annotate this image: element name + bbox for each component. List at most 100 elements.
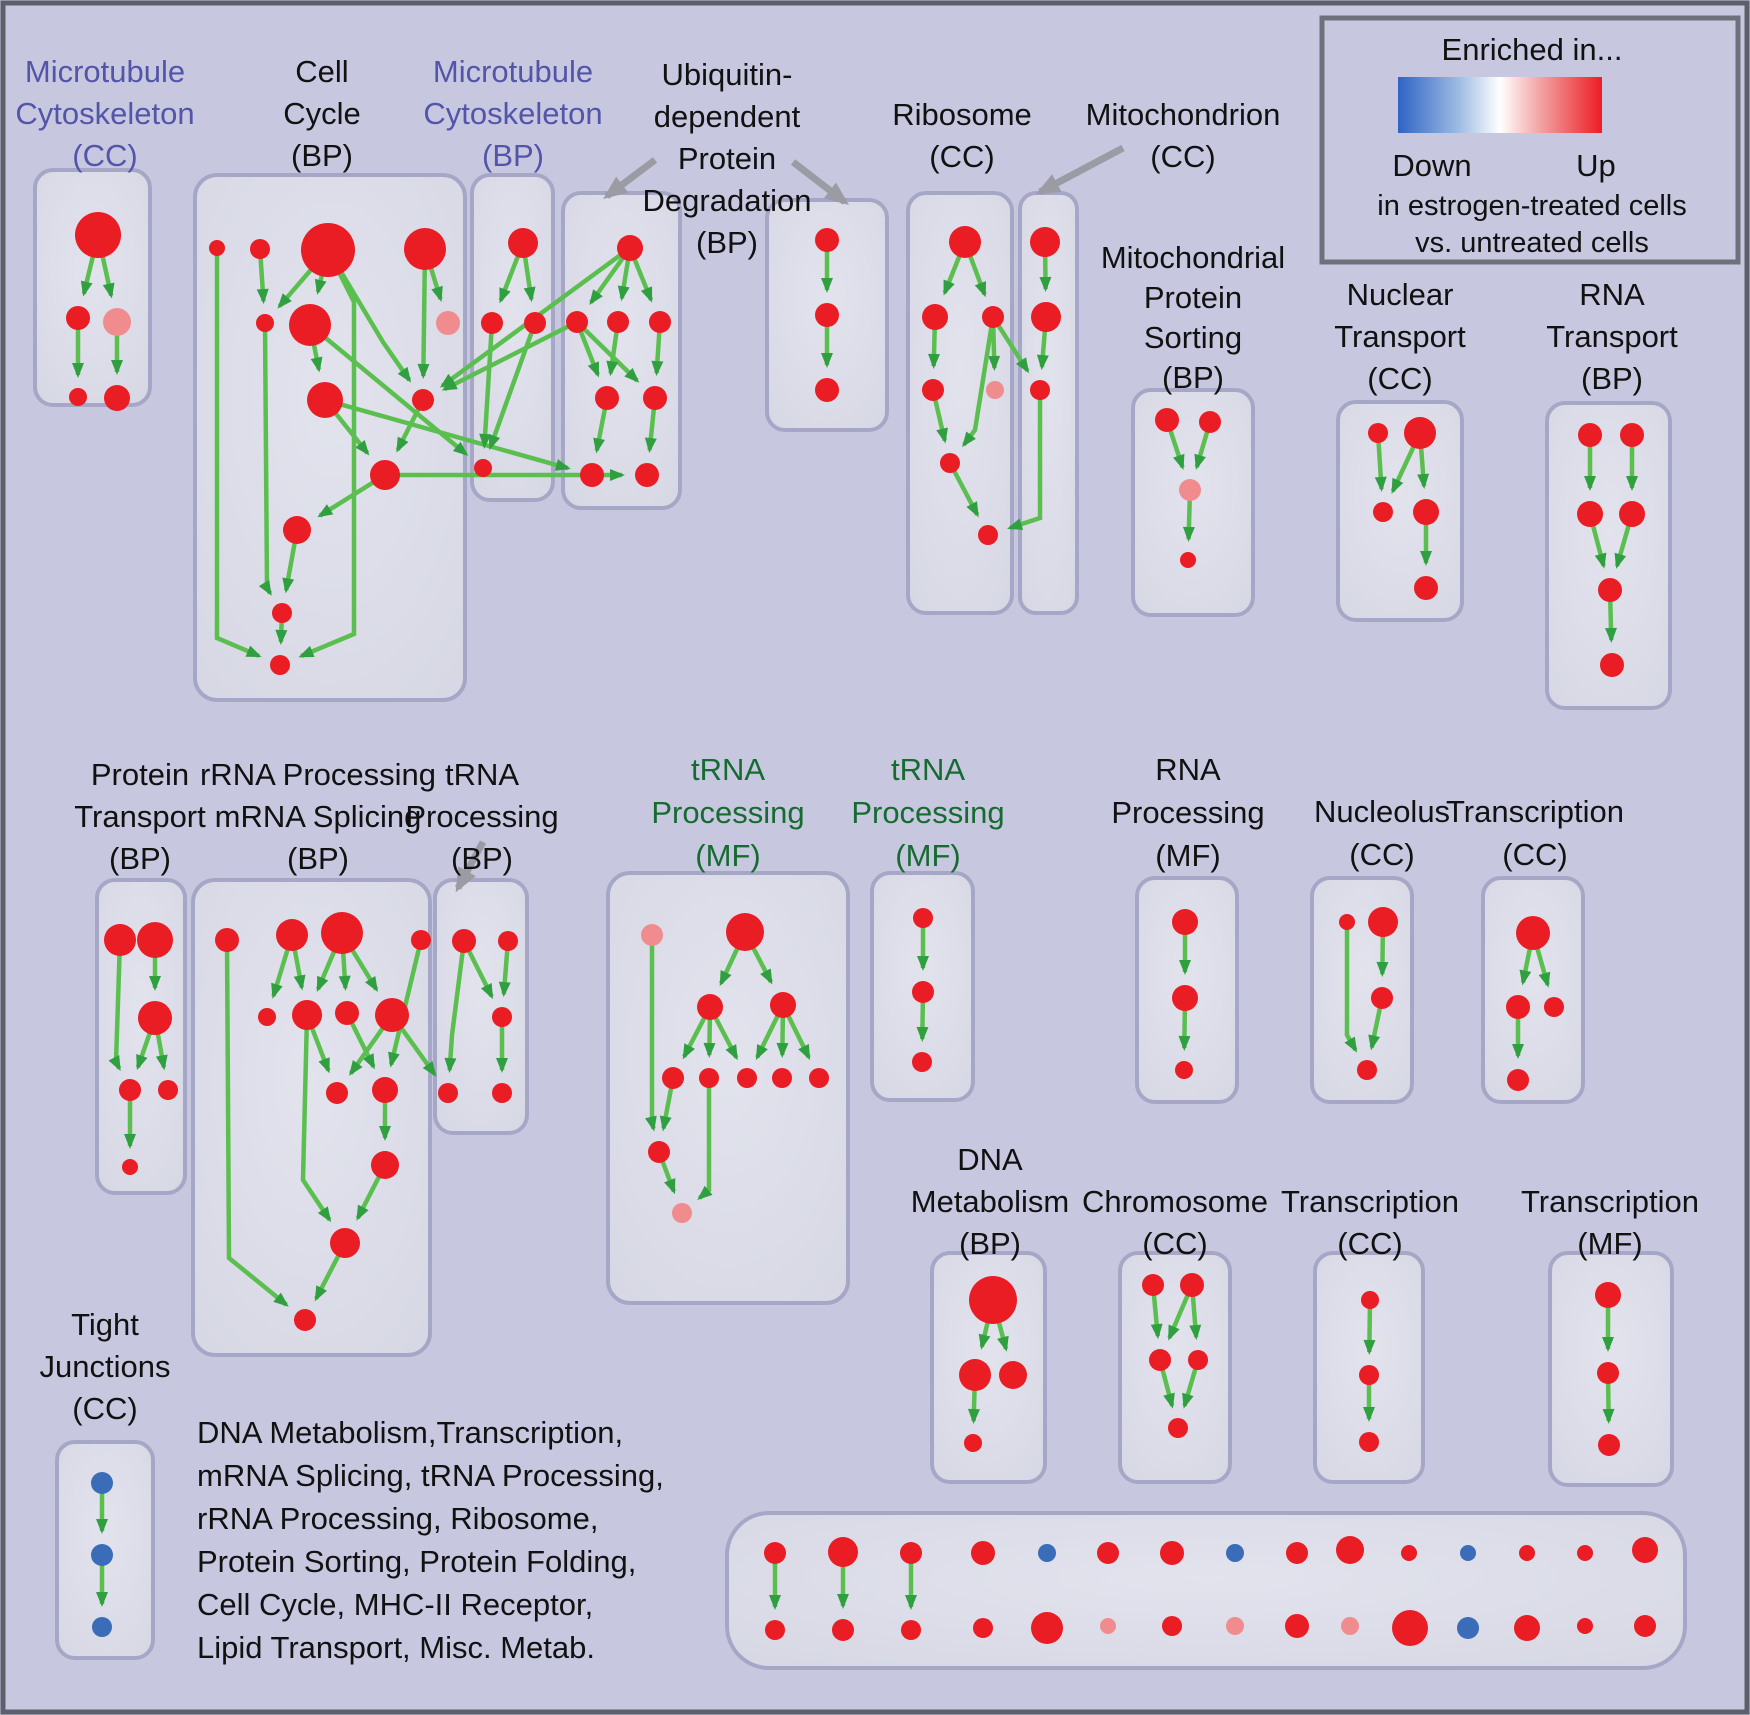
gene-set-node-b2t (828, 1537, 858, 1567)
label-mito-protein-sorting-line-1: Protein (1144, 280, 1242, 315)
gene-set-node-b5b (1031, 1612, 1063, 1644)
edge-arrow-tm6-tm11 (697, 1078, 713, 1201)
edge-arrow-cc3-cc13 (298, 248, 357, 659)
label-trna-mf-small-line-1: Processing (851, 795, 1004, 830)
cluster-box-protein-transport (95, 878, 187, 1195)
gene-set-node-nt5 (1414, 576, 1438, 600)
gene-set-node-nu3 (1371, 987, 1393, 1009)
label-rna-transport-line-0: RNA (1579, 277, 1645, 312)
gene-set-node-cc3 (301, 223, 355, 277)
gene-set-node-rb5 (986, 381, 1004, 399)
label-trna-mf-small-line-2: (MF) (895, 838, 960, 873)
legend-title: Enriched in... (1442, 32, 1623, 67)
gene-set-node-cc2 (250, 239, 270, 259)
label-microtubule-bp: Microtubule Cytoskeleton (BP) (423, 54, 602, 173)
label-misc-list-line-5: Lipid Transport, Misc. Metab. (197, 1630, 595, 1665)
gene-set-node-pt2 (137, 922, 173, 958)
label-dna-metabolism-line-1: Metabolism (911, 1184, 1070, 1219)
gene-set-node-tc3 (1544, 997, 1564, 1017)
label-trna-bp-line-1: Processing (405, 799, 558, 834)
edge-arrow-rb3-rb6 (962, 316, 996, 448)
label-tight-junctions: Tight Junctions (CC) (40, 1307, 171, 1426)
gene-set-node-cc9 (412, 389, 434, 411)
label-mito-protein-sorting-line-0: Mitochondrial (1101, 240, 1285, 275)
gene-set-node-cc10 (370, 460, 400, 490)
label-trna-mf-big: tRNA Processing (MF) (651, 752, 804, 873)
label-dna-metabolism-line-0: DNA (957, 1142, 1023, 1177)
gene-set-node-tr1 (452, 929, 476, 953)
gene-set-node-ubb3 (815, 378, 839, 402)
label-cell-cycle-line-0: Cell (295, 54, 348, 89)
edge-arrow-rr6-rr12 (300, 1014, 332, 1223)
gene-set-node-rb6 (940, 453, 960, 473)
label-nucleolus-line-0: Nucleolus (1314, 794, 1450, 829)
label-rna-processing-line-1: Processing (1111, 795, 1264, 830)
cluster-box-microtubule-bp (470, 173, 555, 502)
gene-set-node-tf3 (1598, 1434, 1620, 1456)
label-trna-bp-line-0: tRNA (445, 757, 519, 792)
gene-set-node-rb3 (982, 306, 1004, 328)
gene-set-node-t31 (1361, 1291, 1379, 1309)
gene-set-node-tr2 (498, 931, 518, 951)
gene-set-node-tf1 (1595, 1282, 1621, 1308)
gene-set-node-b11b (1392, 1610, 1428, 1646)
cluster-box-rna-transport (1545, 401, 1672, 710)
gene-set-node-ub1 (617, 235, 643, 261)
gene-set-node-tm1 (641, 924, 663, 946)
gene-set-node-tc2 (1506, 995, 1530, 1019)
edge-arrow-nu1-nu4 (1344, 922, 1358, 1053)
label-misc-list-line-1: mRNA Splicing, tRNA Processing, (197, 1458, 664, 1493)
gene-set-node-ch2 (1180, 1273, 1204, 1297)
label-transcription-cc-mid: Transcription (CC) (1446, 794, 1624, 872)
label-mito-protein-sorting: Mitochondrial Protein Sorting (BP) (1101, 240, 1285, 395)
gene-set-node-b8b (1226, 1617, 1244, 1635)
gene-set-node-ub4 (649, 311, 671, 333)
label-transcription-mf-line-0: Transcription (1521, 1184, 1699, 1219)
gene-set-node-tj2 (91, 1544, 113, 1566)
gene-set-node-rp3 (1175, 1061, 1193, 1079)
label-rna-processing-line-0: RNA (1155, 752, 1221, 787)
edge-arrow-rr1-rr13 (224, 939, 289, 1307)
label-ubiquitin-line-4: (BP) (696, 225, 758, 260)
edge-arrow-mt3-rb7 (1007, 390, 1043, 531)
edge-arrow-tm1-tm10 (644, 935, 657, 1132)
cluster-box-transcription-cc-mid (1481, 876, 1585, 1104)
label-chromosome-line-0: Chromosome (1082, 1184, 1268, 1219)
label-microtubule-cc-line-0: Microtubule (25, 54, 185, 89)
label-cell-cycle: Cell Cycle (BP) (283, 54, 361, 173)
gene-set-node-rt5 (1598, 578, 1622, 602)
label-ribosome-line-0: Ribosome (892, 97, 1032, 132)
gene-set-node-tm7 (737, 1068, 757, 1088)
gene-set-node-tm6 (699, 1068, 719, 1088)
gene-set-node-ms2 (1199, 411, 1221, 433)
label-nucleolus-line-1: (CC) (1349, 837, 1414, 872)
label-misc-list-line-2: rRNA Processing, Ribosome, (197, 1501, 598, 1536)
gene-set-node-cc8 (307, 382, 343, 418)
cluster-box-chromosome (1118, 1251, 1232, 1484)
gene-set-node-cc7 (289, 304, 331, 346)
gene-set-node-b13b (1514, 1615, 1540, 1641)
gene-set-node-cc13 (270, 655, 290, 675)
gene-set-node-rr11 (371, 1151, 399, 1179)
gene-set-node-b7b (1162, 1616, 1182, 1636)
gene-set-node-ub2 (566, 311, 588, 333)
gene-set-node-rr7 (335, 1001, 359, 1025)
edge-arrow-mb3-mb4 (488, 322, 538, 451)
gene-set-node-pt4 (119, 1079, 141, 1101)
label-protein-transport-line-1: Transport (74, 799, 206, 834)
gene-set-node-pt6 (122, 1159, 138, 1175)
edge-arrow-mb2-mb4 (479, 322, 495, 449)
label-ubiquitin-line-1: dependent (654, 99, 801, 134)
gene-set-node-ubb2 (815, 303, 839, 327)
gene-set-node-mb4 (474, 459, 492, 477)
gene-set-node-mb2 (481, 312, 503, 334)
gene-set-node-rb2 (922, 304, 948, 330)
label-protein-transport: Protein Transport (BP) (74, 757, 206, 876)
label-rna-transport: RNA Transport (BP) (1546, 277, 1678, 396)
label-microtubule-bp-line-2: (BP) (482, 138, 544, 173)
legend: Enriched in... Down Up in estrogen-treated … (1319, 15, 1741, 265)
gene-set-node-mc2 (66, 306, 90, 330)
label-transcription-cc-mid-line-0: Transcription (1446, 794, 1624, 829)
gene-set-node-mt3 (1030, 380, 1050, 400)
gene-set-node-mt1 (1030, 227, 1060, 257)
